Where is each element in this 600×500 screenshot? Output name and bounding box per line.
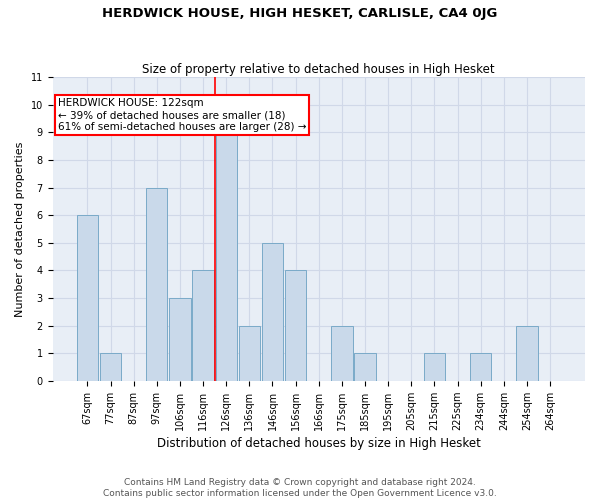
Y-axis label: Number of detached properties: Number of detached properties xyxy=(15,142,25,316)
Bar xyxy=(146,188,167,381)
Bar xyxy=(169,298,191,381)
Bar xyxy=(517,326,538,381)
Text: Contains HM Land Registry data © Crown copyright and database right 2024.
Contai: Contains HM Land Registry data © Crown c… xyxy=(103,478,497,498)
Bar xyxy=(215,132,237,381)
Bar xyxy=(355,353,376,381)
X-axis label: Distribution of detached houses by size in High Hesket: Distribution of detached houses by size … xyxy=(157,437,481,450)
Title: Size of property relative to detached houses in High Hesket: Size of property relative to detached ho… xyxy=(142,63,495,76)
Bar xyxy=(331,326,353,381)
Bar xyxy=(424,353,445,381)
Bar xyxy=(285,270,306,381)
Text: HERDWICK HOUSE, HIGH HESKET, CARLISLE, CA4 0JG: HERDWICK HOUSE, HIGH HESKET, CARLISLE, C… xyxy=(103,8,497,20)
Bar xyxy=(77,215,98,381)
Bar xyxy=(193,270,214,381)
Text: HERDWICK HOUSE: 122sqm
← 39% of detached houses are smaller (18)
61% of semi-det: HERDWICK HOUSE: 122sqm ← 39% of detached… xyxy=(58,98,307,132)
Bar xyxy=(262,243,283,381)
Bar xyxy=(100,353,121,381)
Bar xyxy=(470,353,491,381)
Bar xyxy=(239,326,260,381)
